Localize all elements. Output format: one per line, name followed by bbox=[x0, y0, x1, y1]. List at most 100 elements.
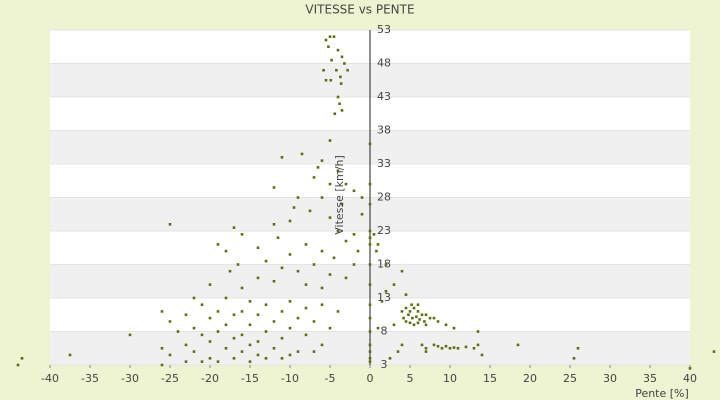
point bbox=[432, 316, 436, 320]
point bbox=[248, 343, 252, 347]
x-tick-label: 40 bbox=[683, 372, 697, 385]
point bbox=[240, 350, 244, 353]
point bbox=[336, 48, 340, 52]
point bbox=[375, 249, 378, 253]
y-tick-label: 43 bbox=[377, 90, 391, 103]
point bbox=[415, 315, 418, 319]
point bbox=[340, 55, 344, 59]
point bbox=[320, 303, 324, 306]
point bbox=[168, 353, 172, 357]
point bbox=[280, 266, 284, 270]
point bbox=[272, 346, 276, 350]
x-tick-label: -5 bbox=[325, 372, 336, 385]
point bbox=[432, 343, 436, 347]
point bbox=[312, 350, 316, 353]
point bbox=[402, 316, 405, 320]
point bbox=[340, 109, 344, 112]
point bbox=[368, 263, 372, 266]
point bbox=[329, 78, 333, 82]
point bbox=[232, 336, 236, 340]
x-tick-label: 10 bbox=[443, 372, 457, 385]
point bbox=[280, 336, 284, 340]
y-tick-label: 8 bbox=[381, 325, 388, 338]
point bbox=[352, 233, 356, 236]
point bbox=[128, 333, 132, 337]
point bbox=[368, 243, 372, 246]
point bbox=[368, 283, 372, 286]
point bbox=[208, 283, 212, 286]
point bbox=[444, 344, 448, 348]
point bbox=[232, 226, 236, 229]
point bbox=[411, 316, 414, 320]
point bbox=[240, 286, 244, 290]
x-tick-label: 35 bbox=[643, 372, 657, 385]
point bbox=[392, 283, 396, 286]
point bbox=[320, 249, 324, 253]
point bbox=[160, 310, 164, 313]
point bbox=[360, 212, 364, 216]
point bbox=[320, 159, 324, 162]
point bbox=[280, 156, 284, 159]
point bbox=[476, 343, 480, 347]
point bbox=[288, 253, 292, 256]
point bbox=[344, 182, 348, 186]
point bbox=[368, 303, 372, 306]
point bbox=[304, 333, 308, 337]
y-tick-label: 48 bbox=[377, 57, 391, 70]
point bbox=[192, 296, 196, 300]
y-axis-label: Vitesse [km/h] bbox=[333, 155, 346, 235]
point bbox=[336, 310, 340, 313]
point bbox=[288, 300, 292, 303]
point bbox=[408, 310, 412, 313]
point bbox=[327, 45, 330, 49]
point bbox=[368, 330, 372, 333]
point bbox=[272, 279, 276, 283]
point bbox=[224, 296, 228, 300]
point bbox=[256, 246, 260, 250]
x-tick-label: 0 bbox=[367, 372, 374, 385]
point bbox=[264, 357, 268, 360]
point bbox=[368, 229, 372, 233]
point bbox=[312, 263, 316, 266]
point bbox=[300, 152, 304, 156]
point bbox=[368, 202, 372, 206]
point bbox=[400, 310, 404, 313]
point bbox=[516, 343, 520, 347]
point bbox=[280, 357, 284, 360]
point bbox=[248, 323, 252, 327]
point bbox=[404, 293, 408, 296]
point bbox=[368, 350, 372, 353]
point bbox=[200, 303, 204, 306]
point bbox=[184, 343, 188, 347]
point bbox=[392, 323, 396, 327]
point bbox=[424, 313, 428, 317]
point bbox=[160, 363, 164, 367]
y-tick-label: 33 bbox=[377, 157, 391, 170]
point bbox=[312, 176, 316, 179]
point bbox=[232, 357, 236, 360]
point bbox=[272, 223, 276, 226]
point bbox=[248, 300, 252, 303]
y-tick-label: 28 bbox=[377, 191, 391, 204]
point bbox=[400, 343, 404, 347]
point bbox=[304, 306, 308, 310]
point bbox=[328, 326, 332, 330]
point bbox=[418, 318, 421, 321]
point bbox=[208, 340, 212, 343]
point bbox=[328, 35, 332, 38]
point bbox=[208, 316, 212, 320]
point bbox=[68, 353, 72, 357]
point bbox=[464, 345, 468, 349]
y-tick-label: 3 bbox=[381, 358, 388, 371]
point bbox=[330, 58, 333, 62]
point bbox=[322, 68, 325, 72]
x-tick-label: 15 bbox=[483, 372, 497, 385]
point bbox=[344, 276, 348, 280]
point bbox=[328, 216, 332, 219]
point bbox=[368, 343, 372, 347]
point bbox=[272, 186, 276, 189]
point bbox=[388, 357, 392, 360]
point bbox=[380, 300, 384, 303]
point bbox=[572, 357, 576, 360]
